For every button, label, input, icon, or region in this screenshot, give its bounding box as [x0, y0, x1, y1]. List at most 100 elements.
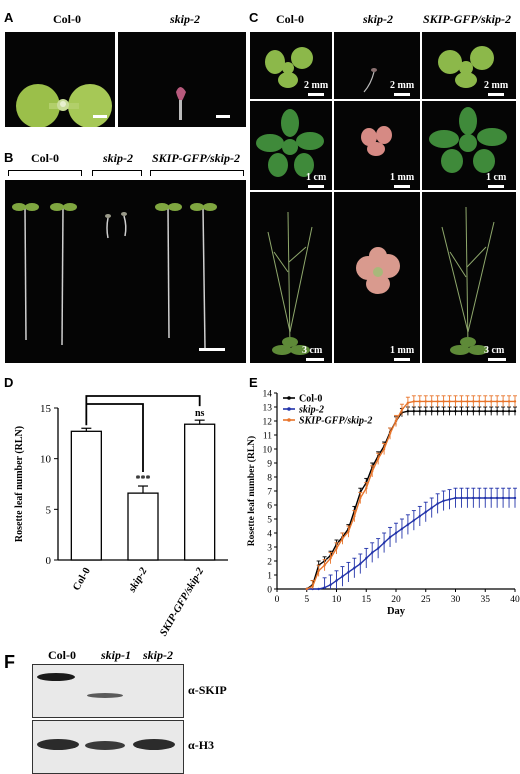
significance-label: ***	[136, 474, 151, 485]
seedlings-row-image	[12, 203, 217, 349]
panel-a-photo-skip2	[118, 32, 246, 127]
scale-bar	[488, 358, 506, 361]
panel-c-photo-r3-skipgfp: 3 cm	[422, 192, 516, 363]
y-tick-label: 15	[40, 403, 52, 415]
blot-h3	[32, 720, 184, 774]
panel-c-label-skip2: skip-2	[363, 12, 393, 26]
panel-c-photo-r2-skip2: 1 mm	[334, 101, 420, 190]
bracket	[8, 170, 82, 176]
scale-bar	[308, 185, 324, 188]
y-tick-label: 10	[40, 454, 52, 466]
scale-label: 2 mm	[484, 80, 509, 91]
panel-c-label-skipgfp: SKIP-GFP/skip-2	[422, 12, 511, 26]
y-tick-label: 5	[267, 516, 272, 526]
y-tick-label: 1	[267, 572, 272, 582]
panel-letter-f: F	[4, 652, 15, 672]
legend-label: SKIP-GFP/skip-2	[299, 416, 372, 427]
x-tick-label: 0	[275, 595, 280, 605]
bracket	[92, 170, 142, 176]
y-axis-label: Rosette leaf number (RLN)	[14, 426, 25, 542]
panel-letter-b: B	[4, 150, 14, 165]
y-tick-label: 11	[263, 432, 272, 442]
y-tick-label: 4	[267, 530, 272, 540]
x-tick-label: 40	[510, 595, 520, 605]
y-axis-label: Rosette leaf number (RLN)	[246, 436, 257, 546]
panel-a-label-col0: Col-0	[53, 12, 81, 26]
panel-f-lane-skip2: skip-2	[143, 648, 173, 662]
scale-label: 3 cm	[484, 345, 505, 356]
y-tick-label: 7	[267, 488, 272, 498]
series-line	[306, 400, 515, 590]
bar	[127, 492, 159, 561]
comparison-bracket	[86, 403, 144, 473]
y-tick-label: 0	[267, 586, 272, 596]
panel-b-photo	[5, 180, 246, 363]
x-tick-label: 10	[332, 595, 342, 605]
bracket	[150, 170, 244, 176]
legend-marker	[287, 396, 291, 400]
scale-label: 1 mm	[390, 345, 415, 356]
legend-label: Col-0	[299, 394, 322, 405]
panel-a-photo-col0	[5, 32, 115, 127]
legend-marker	[287, 418, 291, 422]
y-tick-label: 5	[46, 504, 52, 516]
bar	[184, 423, 216, 561]
series-line	[306, 497, 515, 590]
panel-b-label-skip2: skip-2	[103, 151, 133, 165]
x-tick-label: 25	[421, 595, 431, 605]
y-tick-label: 14	[263, 390, 273, 400]
x-tick-label: 35	[481, 595, 491, 605]
scale-label: 3 cm	[302, 345, 323, 356]
seedling-col0-image	[16, 84, 112, 127]
panel-f-lane-col0: Col-0	[48, 648, 76, 662]
blot-band	[133, 739, 175, 750]
y-tick-label: 12	[263, 418, 273, 428]
panel-f-antibody-skip: α-SKIP	[188, 683, 227, 697]
panel-f-antibody-h3: α-H3	[188, 738, 215, 752]
panel-c-label-col0: Col-0	[276, 12, 304, 26]
panel-letter-d: D	[4, 375, 14, 390]
y-tick-label: 6	[267, 502, 272, 512]
category-label: Col-0	[71, 566, 93, 593]
plant-image	[265, 47, 313, 88]
scale-bar	[394, 185, 410, 188]
y-tick-label: 10	[263, 446, 273, 456]
blot-band	[37, 673, 75, 681]
blot-band	[85, 741, 125, 750]
panel-letter-c: C	[249, 10, 259, 25]
category-label: SKIP-GFP/skip-2	[158, 565, 206, 638]
x-tick-label: 5	[304, 595, 309, 605]
x-axis-label: Day	[387, 606, 406, 617]
scale-bar	[93, 115, 107, 118]
panel-c-photo-r2-skipgfp: 1 cm	[422, 101, 516, 190]
panel-c-photo-r3-col0: 3 cm	[250, 192, 332, 363]
scale-label: 1 cm	[306, 172, 327, 183]
panel-c-photo-r2-col0: 1 cm	[250, 101, 332, 190]
plant-image	[267, 211, 313, 355]
scale-bar	[306, 358, 324, 361]
plant-image	[363, 68, 377, 93]
blot-skip	[32, 664, 184, 718]
significance-label: ns	[195, 408, 205, 419]
comparison-bracket	[85, 395, 201, 426]
scale-bar	[199, 348, 225, 351]
scale-bar	[216, 115, 230, 118]
blot-band	[87, 693, 123, 698]
panel-b-label-col0: Col-0	[31, 151, 59, 165]
y-tick-label: 0	[46, 555, 52, 567]
scale-bar	[394, 93, 410, 96]
y-tick-label: 2	[267, 558, 272, 568]
bar	[70, 430, 102, 561]
plant-image	[441, 206, 495, 355]
x-tick-label: 20	[391, 595, 401, 605]
scale-bar	[488, 185, 504, 188]
scale-label: 2 mm	[390, 80, 415, 91]
plant-image	[429, 107, 507, 173]
seedling-skip2-image	[176, 87, 186, 120]
scale-label: 2 mm	[304, 80, 329, 91]
y-tick-label: 13	[263, 404, 273, 414]
panel-c-photo-r3-skip2: 1 mm	[334, 192, 420, 363]
y-tick-label: 3	[267, 544, 272, 554]
panel-c-photo-r1-skip2: 2 mm	[334, 32, 420, 99]
